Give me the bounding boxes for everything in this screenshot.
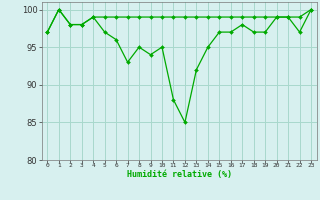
X-axis label: Humidité relative (%): Humidité relative (%) xyxy=(127,170,232,179)
